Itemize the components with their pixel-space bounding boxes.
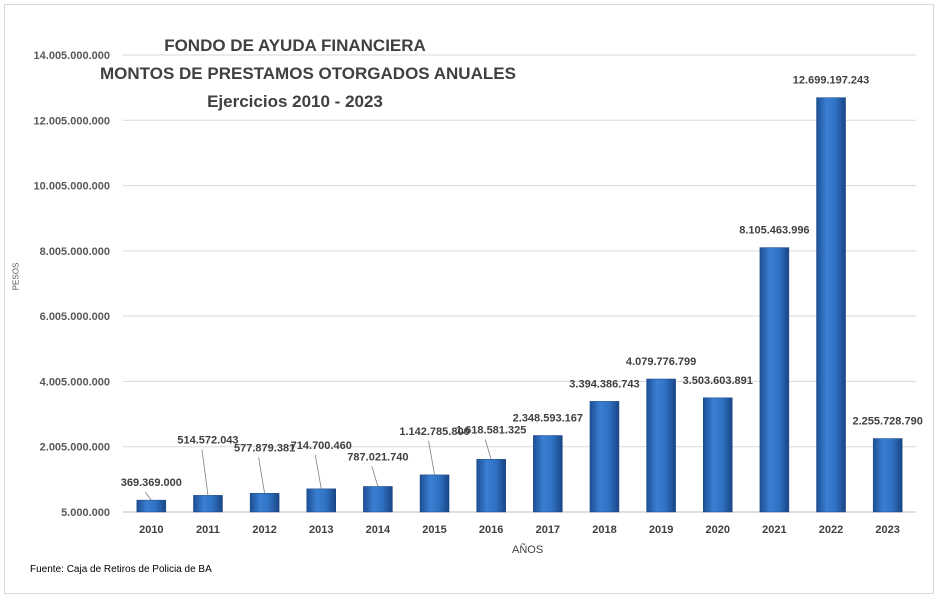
x-tick-label: 2020 — [706, 524, 730, 536]
chart-subtitle: MONTOS DE PRESTAMOS OTORGADOS ANUALES — [100, 64, 516, 83]
bar-2010 — [136, 499, 167, 513]
data-label: 3.394.386.743 — [569, 378, 639, 390]
data-label-leader — [484, 439, 492, 460]
bar-2013 — [306, 488, 336, 513]
data-label: 12.699.197.243 — [793, 75, 869, 87]
chart-title: FONDO DE AYUDA FINANCIERA — [164, 36, 426, 55]
x-tick-label: 2015 — [422, 524, 446, 536]
y-tick-label: 2.005.000.000 — [40, 442, 110, 454]
y-tick-label: 14.005.000.000 — [34, 50, 110, 62]
data-label-leader — [371, 466, 379, 487]
bar-2023 — [872, 438, 903, 513]
y-tick-label: 4.005.000.000 — [40, 376, 110, 388]
x-tick-label: 2013 — [309, 524, 333, 536]
data-label: 4.079.776.799 — [626, 356, 696, 368]
x-tick-label: 2021 — [762, 524, 786, 536]
x-tick-label: 2023 — [875, 524, 899, 536]
bar-2022 — [816, 97, 846, 513]
x-tick-label: 2011 — [196, 524, 220, 536]
data-label: 8.105.463.996 — [739, 225, 809, 237]
data-label-leader — [314, 454, 322, 489]
data-label: 369.369.000 — [121, 477, 182, 489]
source-note: Fuente: Caja de Retiros de Policia de BA — [30, 564, 212, 575]
x-tick-label: 2019 — [649, 524, 673, 536]
bar-2017 — [533, 435, 563, 513]
bar-2016 — [476, 459, 506, 513]
chart-period: Ejercicios 2010 - 2023 — [207, 92, 383, 111]
y-tick-label: 10.005.000.000 — [34, 181, 110, 193]
data-label-leader — [201, 449, 209, 496]
bar-2015 — [419, 474, 450, 513]
y-tick-label: 5.000.000 — [61, 507, 110, 519]
bar-2018 — [589, 401, 620, 513]
y-tick-label: 8.005.000.000 — [40, 246, 110, 258]
x-tick-label: 2018 — [592, 524, 616, 536]
x-tick-label: 2010 — [139, 524, 163, 536]
bar-2019 — [646, 378, 676, 513]
x-tick-label: 2022 — [819, 524, 843, 536]
x-tick-label: 2014 — [366, 524, 391, 536]
x-tick-label: 2012 — [252, 524, 276, 536]
data-label: 3.503.603.891 — [683, 375, 753, 387]
x-tick-label: 2017 — [536, 524, 560, 536]
data-label: 714.700.460 — [291, 440, 352, 452]
data-label: 577.879.381 — [234, 442, 295, 454]
data-label: 514.572.043 — [177, 434, 238, 446]
x-axis-label: AÑOS — [512, 544, 544, 556]
chart-frame — [4, 4, 934, 594]
y-tick-label: 6.005.000.000 — [40, 311, 110, 323]
bar-2014 — [363, 486, 393, 513]
data-label-leader — [258, 457, 266, 494]
data-label: 787.021.740 — [347, 451, 408, 463]
bar-2021 — [759, 247, 790, 513]
y-axis-label: PESOS — [11, 262, 21, 291]
data-label-leader — [145, 491, 152, 501]
data-label: 2.348.593.167 — [513, 412, 583, 424]
data-label: 1.618.581.325 — [456, 424, 526, 436]
y-tick-label: 12.005.000.000 — [34, 115, 110, 127]
data-label: 2.255.728.790 — [852, 416, 922, 428]
bar-2011 — [193, 495, 223, 513]
x-tick-label: 2016 — [479, 524, 503, 536]
bar-2020 — [703, 397, 733, 513]
data-label: 1.142.785.800 — [399, 426, 469, 438]
data-label-leader — [428, 440, 435, 475]
bar-2012 — [249, 493, 280, 513]
